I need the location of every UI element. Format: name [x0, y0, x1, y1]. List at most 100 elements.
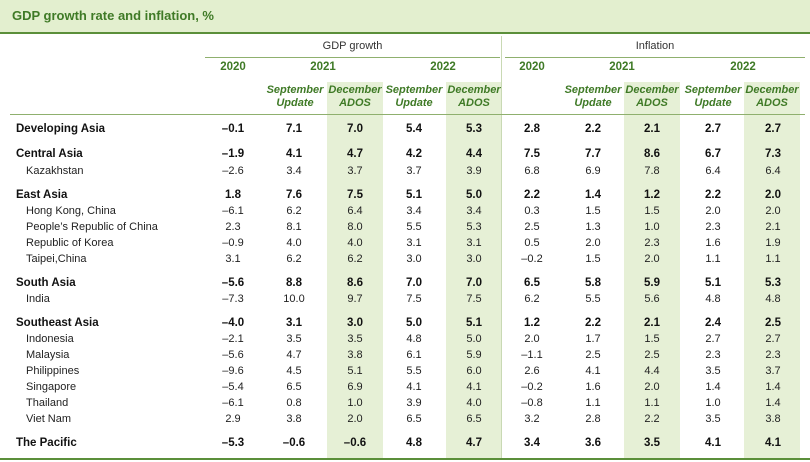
table-cell: 7.3	[765, 148, 781, 160]
table-cell: 4.0	[466, 397, 482, 409]
table-cell: 3.7	[765, 365, 781, 377]
table-cell: 4.7	[347, 148, 363, 160]
table-cell: 8.6	[644, 148, 660, 160]
table-cell: 2.7	[765, 123, 781, 135]
table-cell: 4.7	[466, 437, 482, 449]
table-cell: –5.6	[221, 277, 245, 289]
bottom-rule	[0, 458, 810, 460]
table-cell: 5.0	[406, 317, 422, 329]
inf-2022-dec-shade	[744, 82, 800, 458]
row-label: Republic of Korea	[26, 237, 114, 249]
row-label: Philippines	[26, 365, 80, 377]
table-cell: 6.2	[286, 205, 302, 217]
gdp-2021-sept-header: September Update	[266, 84, 324, 109]
table-cell: 2.5	[644, 349, 660, 361]
table-cell: 6.4	[765, 165, 781, 177]
table-cell: 4.1	[466, 381, 482, 393]
table-cell: 2.4	[705, 317, 721, 329]
table-cell: 2.7	[765, 333, 781, 345]
row-label: Taipei,China	[26, 253, 87, 265]
table-cell: 3.6	[585, 437, 601, 449]
table-cell: 4.0	[286, 237, 302, 249]
table-cell: 2.5	[765, 317, 781, 329]
table-cell: 3.5	[347, 333, 363, 345]
table-row: Central Asia –1.9 4.1 4.7 4.2 4.4 7.5 7.7 8.6 6.7…	[0, 148, 810, 163]
inf-2021-sept-header: September Update	[564, 84, 622, 109]
table-cell: 4.8	[765, 293, 781, 305]
table-cell: 7.6	[286, 189, 302, 201]
table-cell: 5.5	[406, 365, 422, 377]
table-row: Indonesia –2.1 3.5 3.5 4.8 5.0 2.0 1.7 1.5 2.7 2.7	[0, 333, 810, 348]
table-cell: 2.3	[644, 237, 660, 249]
table-cell: 4.7	[286, 349, 302, 361]
table-cell: 1.2	[644, 189, 660, 201]
table-cell: –5.3	[221, 437, 245, 449]
table-cell: 6.5	[524, 277, 540, 289]
row-label: Singapore	[26, 381, 77, 393]
inf-2021-dec-header: December ADOS	[625, 84, 679, 109]
table-cell: 5.3	[765, 277, 781, 289]
table-cell: 2.1	[644, 317, 660, 329]
table-row: India –7.3 10.0 9.7 7.5 7.5 6.2 5.5 5.6 4.8 4.8	[0, 293, 810, 308]
table-row: Philippines –9.6 4.5 5.1 5.5 6.0 2.6 4.1 4.4 3.5 3…	[0, 365, 810, 380]
table-cell: 8.6	[347, 277, 363, 289]
gdp-year-2022: 2022	[430, 61, 456, 73]
table-cell: 5.9	[466, 349, 482, 361]
table-cell: 1.3	[585, 221, 601, 233]
table-row: The Pacific –5.3 –0.6 –0.6 4.8 4.7 3.4 3.6 3.5 4.…	[0, 437, 810, 452]
table-cell: 3.5	[705, 413, 721, 425]
table-cell: 4.2	[406, 148, 422, 160]
table-cell: 3.0	[406, 253, 422, 265]
table-row: Taipei,China 3.1 6.2 6.2 3.0 3.0 –0.2 1.5 2.0 1.1…	[0, 253, 810, 268]
table-cell: 1.5	[644, 333, 660, 345]
table-cell: 7.5	[466, 293, 482, 305]
row-label: The Pacific	[16, 437, 77, 449]
table-cell: 2.3	[765, 349, 781, 361]
table-cell: 6.5	[406, 413, 422, 425]
table-cell: 4.8	[705, 293, 721, 305]
table-cell: 2.7	[705, 333, 721, 345]
row-label: Malaysia	[26, 349, 70, 361]
table-cell: 2.2	[644, 413, 660, 425]
table-cell: 6.1	[406, 349, 422, 361]
gdp-2022-sept-header: September Update	[385, 84, 443, 109]
table-cell: 2.0	[705, 205, 721, 217]
table-cell: 1.4	[585, 189, 601, 201]
table-cell: 4.5	[286, 365, 302, 377]
table-cell: 3.1	[406, 237, 422, 249]
table-row: Thailand –6.1 0.8 1.0 3.9 4.0 –0.8 1.1 1.1 1.0 1.4	[0, 397, 810, 412]
table-cell: 7.1	[286, 123, 302, 135]
table-row: South Asia –5.6 8.8 8.6 7.0 7.0 6.5 5.8 5.9 5.1 5.…	[0, 277, 810, 292]
table-cell: 5.1	[406, 189, 422, 201]
table-cell: 4.1	[406, 381, 422, 393]
table-cell: 0.5	[524, 237, 540, 249]
table-cell: 5.0	[466, 189, 482, 201]
table-cell: 4.4	[466, 148, 482, 160]
table-cell: –5.4	[222, 381, 244, 393]
table-row: Republic of Korea –0.9 4.0 4.0 3.1 3.1 0.5 2.0 2…	[0, 237, 810, 252]
table-cell: 2.1	[765, 221, 781, 233]
table-cell: 8.8	[286, 277, 302, 289]
table-cell: 3.4	[286, 165, 302, 177]
table-cell: 3.1	[286, 317, 302, 329]
table-cell: 6.4	[705, 165, 721, 177]
table-cell: 2.9	[225, 413, 241, 425]
table-cell: 7.5	[524, 148, 540, 160]
table-cell: 9.7	[347, 293, 363, 305]
table-cell: 1.4	[765, 397, 781, 409]
table-cell: 4.1	[765, 437, 781, 449]
table-cell: 3.4	[406, 205, 422, 217]
table-cell: –0.9	[222, 237, 244, 249]
table-cell: 3.8	[765, 413, 781, 425]
table-cell: 2.5	[524, 221, 540, 233]
table-cell: –6.1	[222, 397, 244, 409]
table-cell: 10.0	[283, 293, 305, 305]
row-label: Hong Kong, China	[26, 205, 116, 217]
table-cell: 6.0	[466, 365, 482, 377]
table-cell: 6.7	[705, 148, 721, 160]
table-cell: 1.4	[705, 381, 721, 393]
table-cell: –1.9	[221, 148, 245, 160]
table-cell: 2.0	[765, 189, 781, 201]
table-row: Malaysia –5.6 4.7 3.8 6.1 5.9 –1.1 2.5 2.5 2.3 2.3	[0, 349, 810, 364]
table-cell: 3.1	[225, 253, 241, 265]
